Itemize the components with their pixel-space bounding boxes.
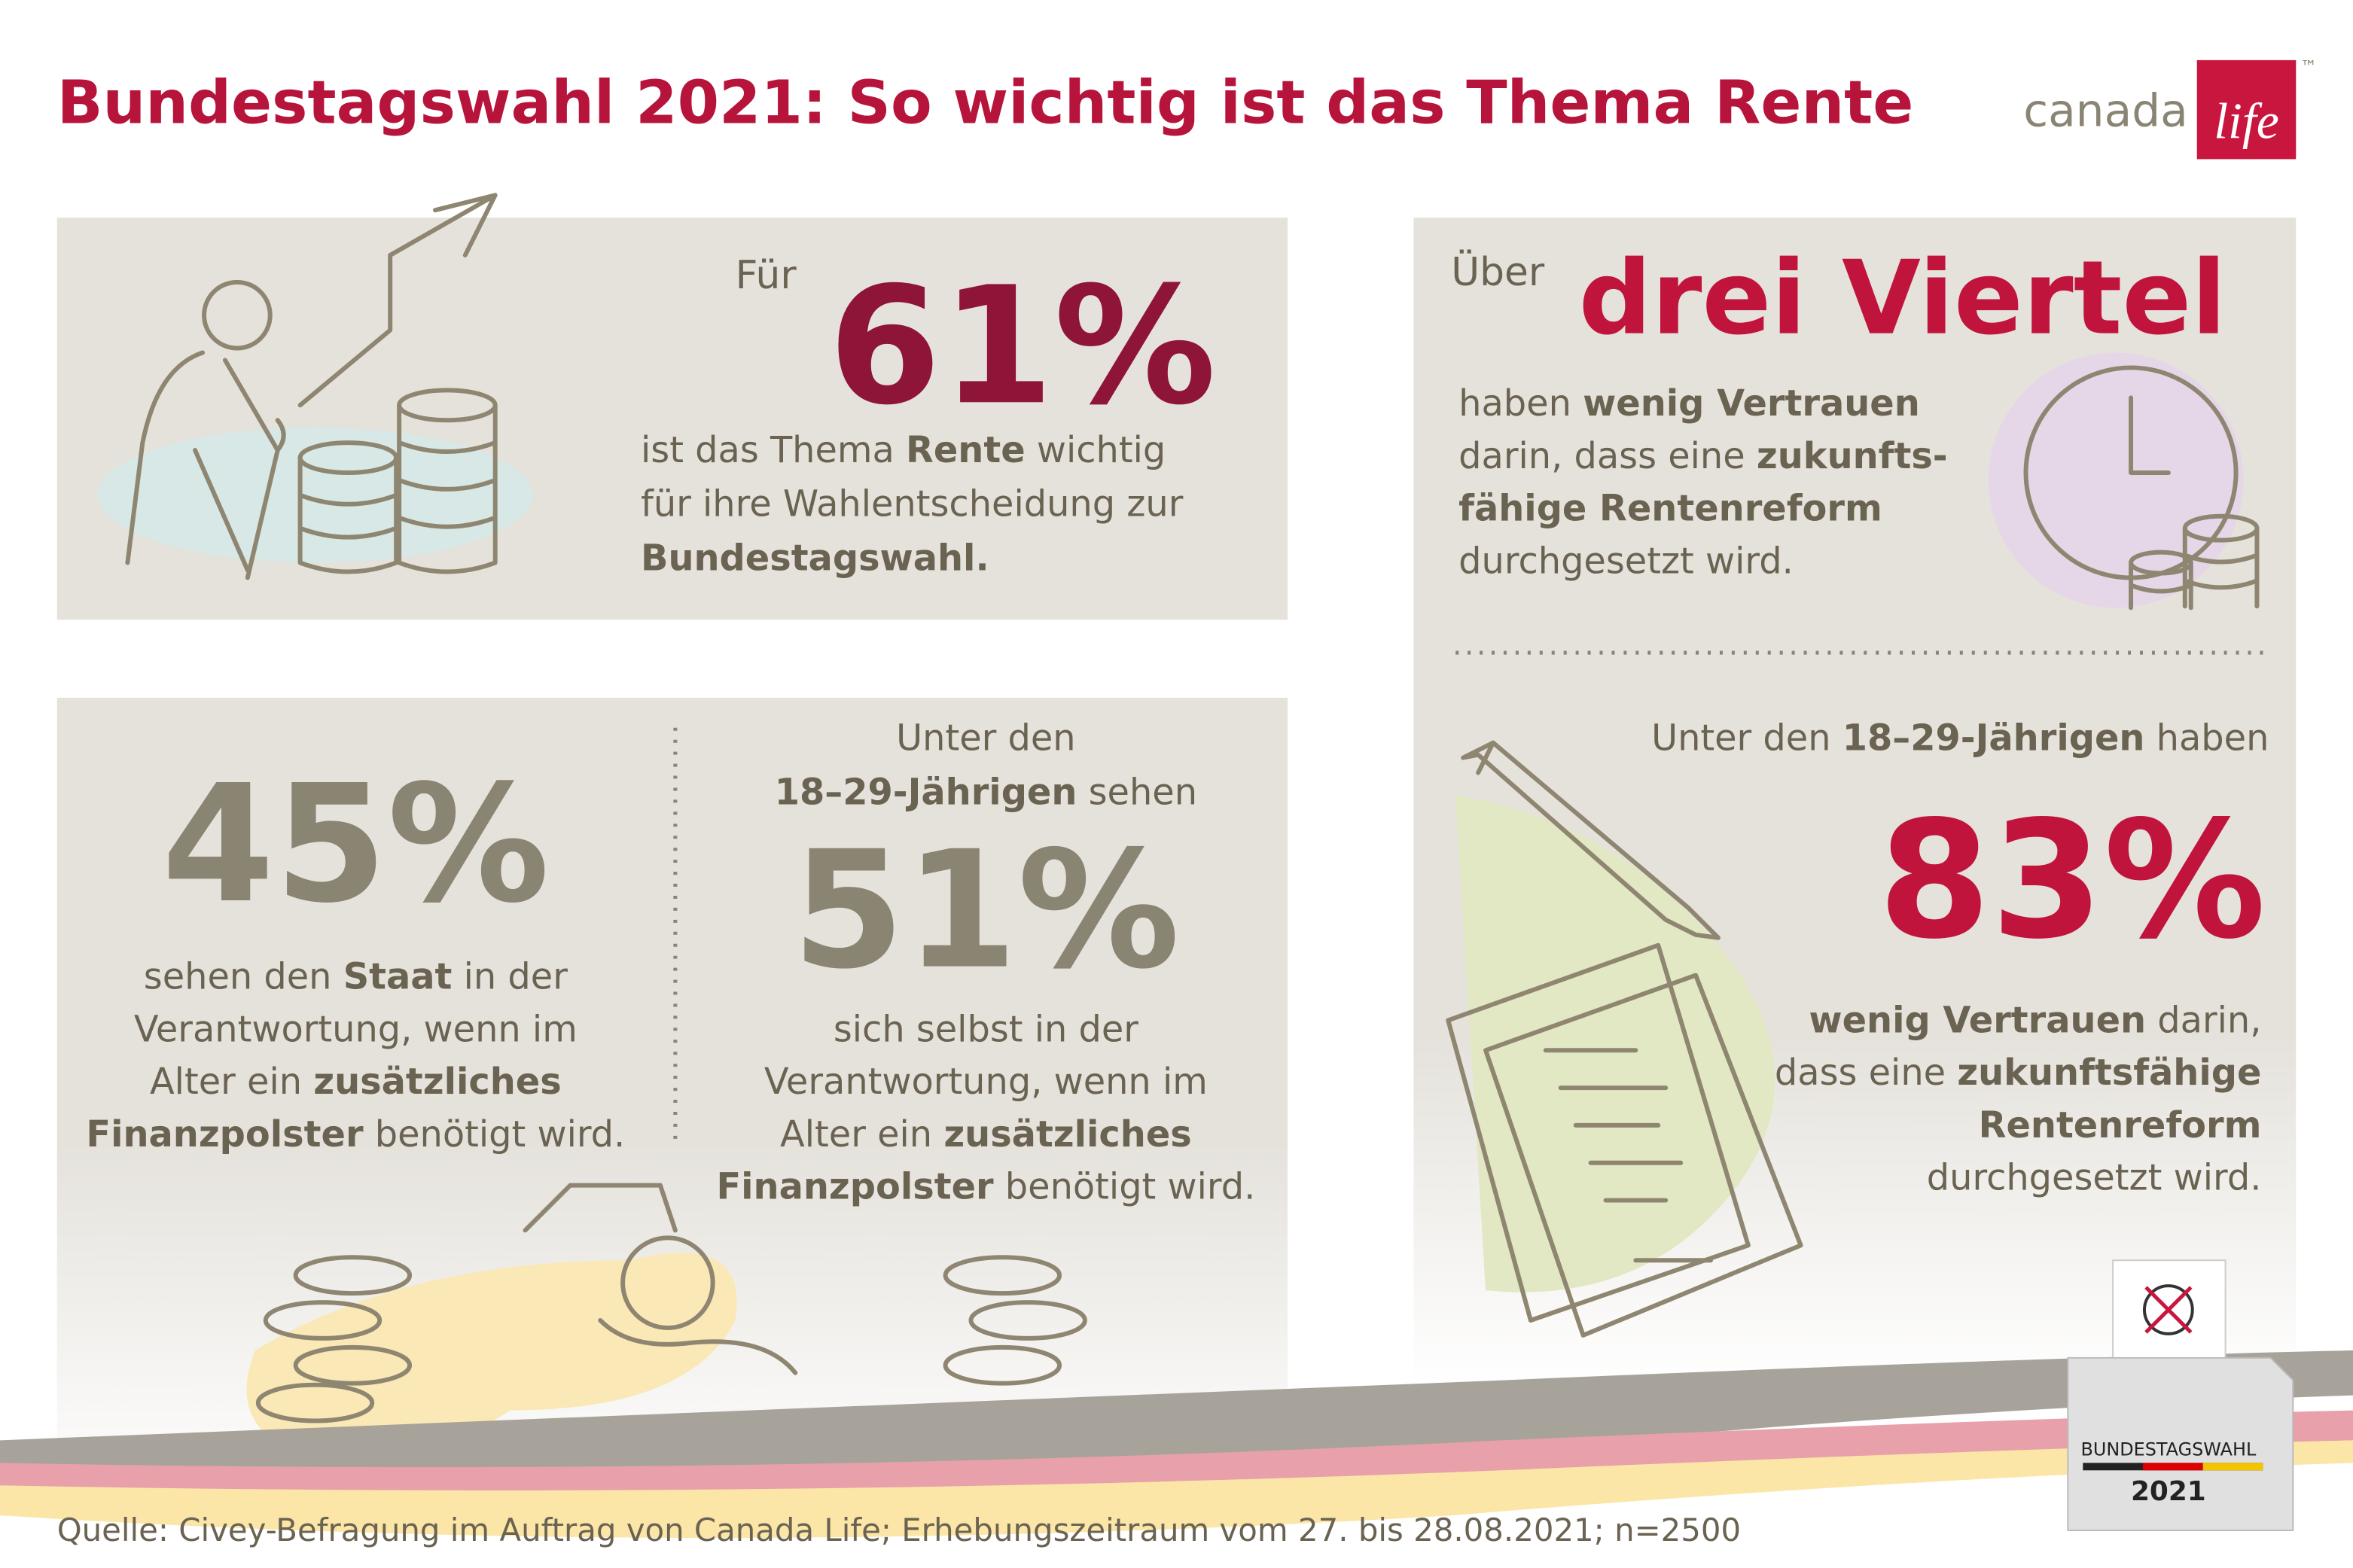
- text-line: ist das Thema Rente wichtig: [641, 430, 1166, 471]
- text: sehen den: [144, 957, 343, 998]
- ballot-box: BUNDESTAGSWAHL 2021: [2067, 1259, 2294, 1532]
- logo-trademark: ™: [2300, 58, 2317, 77]
- bold-text: wenig Vertrauen: [1809, 1000, 2146, 1041]
- text-line: haben wenig Vertrauen: [1458, 383, 1920, 425]
- text: durchgesetzt wird.: [1458, 540, 1794, 582]
- text: benötigt wird.: [364, 1114, 626, 1155]
- text: haben: [2144, 718, 2269, 760]
- bold-text: zukunfts-: [1757, 436, 1948, 477]
- text-line: Finanzpolster benötigt wird.: [716, 1167, 1255, 1208]
- text: Alter ein: [150, 1061, 313, 1103]
- bold-text: Staat: [343, 957, 453, 998]
- text: in der: [452, 957, 568, 998]
- text-line: Verantwortung, wenn im: [764, 1061, 1208, 1103]
- text: ist das Thema: [641, 430, 906, 471]
- ballot-year: 2021: [2131, 1476, 2206, 1507]
- bold-text: Finanzpolster: [716, 1167, 994, 1208]
- text: Unter den: [896, 718, 1075, 760]
- text: dass eine: [1775, 1052, 1957, 1094]
- bold-text: zukunftsfähige: [1957, 1052, 2261, 1094]
- text-line: durchgesetzt wird.: [1458, 540, 1794, 582]
- text: sich selbst in der: [834, 1009, 1138, 1050]
- bold-text: wenig Vertrauen: [1583, 383, 1920, 425]
- bold-text: zusätzliches: [943, 1114, 1191, 1155]
- icon-coins-hands: [246, 1183, 1087, 1459]
- icon-clock: [1988, 352, 2260, 610]
- logo-brand: canada: [2023, 86, 2188, 138]
- source: Quelle: Civey-Befragung im Auftrag von C…: [57, 1512, 1741, 1548]
- bold-text: Rentenreform: [1979, 1105, 2262, 1146]
- text-line: Unter den 18–29-Jährigen haben: [1651, 718, 2269, 760]
- bold-text: Bundestagswahl.: [641, 537, 989, 579]
- intro: Über: [1451, 249, 1545, 295]
- highlight: 83%: [1878, 786, 2266, 975]
- text: Alter ein: [780, 1114, 943, 1155]
- text: wichtig: [1026, 430, 1166, 471]
- highlight: 61%: [828, 251, 1216, 440]
- text: darin, dass eine: [1458, 436, 1757, 477]
- icon-senior-coins: [97, 193, 533, 580]
- text-line: sich selbst in der: [834, 1009, 1138, 1050]
- flag-wave: [0, 1350, 2353, 1538]
- text: Verantwortung, wenn im: [134, 1009, 578, 1050]
- logo-accent: life: [2214, 93, 2279, 150]
- icon-documents: [1446, 740, 1803, 1338]
- bold-text: Finanzpolster: [86, 1114, 364, 1155]
- text: Unter den: [1651, 718, 1842, 760]
- text-line: Alter ein zusätzliches: [150, 1061, 562, 1103]
- text: darin,: [2146, 1000, 2261, 1041]
- text-line: fähige Rentenreform: [1458, 489, 1882, 530]
- text: sehen: [1077, 772, 1197, 813]
- text-line: 18–29-Jährigen sehen: [775, 772, 1197, 813]
- highlight: 51%: [792, 816, 1180, 1005]
- text-line: Verantwortung, wenn im: [134, 1009, 578, 1050]
- text: für ihre Wahlentscheidung zur: [641, 484, 1184, 525]
- bold-text: 18–29-Jährigen: [775, 772, 1077, 813]
- text: benötigt wird.: [994, 1167, 1256, 1208]
- text-line: wenig Vertrauen darin,: [1809, 1000, 2261, 1041]
- bold-text: zusätzliches: [313, 1061, 561, 1103]
- text-line: sehen den Staat in der: [144, 957, 568, 998]
- text-line: durchgesetzt wird.: [1927, 1158, 2262, 1199]
- text: durchgesetzt wird.: [1927, 1158, 2262, 1199]
- text-line: für ihre Wahlentscheidung zur: [641, 484, 1184, 525]
- bold-text: fähige Rentenreform: [1458, 489, 1882, 530]
- bold-text: 18–29-Jährigen: [1842, 718, 2145, 760]
- text-line: dass eine zukunftsfähige: [1775, 1052, 2262, 1094]
- text-line: Alter ein zusätzliches: [780, 1114, 1192, 1155]
- text-line: Rentenreform: [1979, 1105, 2262, 1146]
- bold-text: Rente: [906, 430, 1026, 471]
- intro: Für: [736, 253, 797, 298]
- text-line: Bundestagswahl.: [641, 537, 989, 579]
- highlight: 45%: [162, 750, 550, 939]
- text: haben: [1458, 383, 1583, 425]
- text-line: darin, dass eine zukunfts-: [1458, 436, 1947, 477]
- title: Bundestagswahl 2021: So wichtig ist das …: [57, 68, 1914, 138]
- text-line: Finanzpolster benötigt wird.: [86, 1114, 625, 1155]
- highlight: drei Viertel: [1579, 239, 2227, 358]
- text-line: Unter den: [896, 718, 1075, 760]
- ballot-label: BUNDESTAGSWAHL: [2080, 1439, 2257, 1460]
- text: Verantwortung, wenn im: [764, 1061, 1208, 1103]
- logo-box: [2196, 59, 2297, 160]
